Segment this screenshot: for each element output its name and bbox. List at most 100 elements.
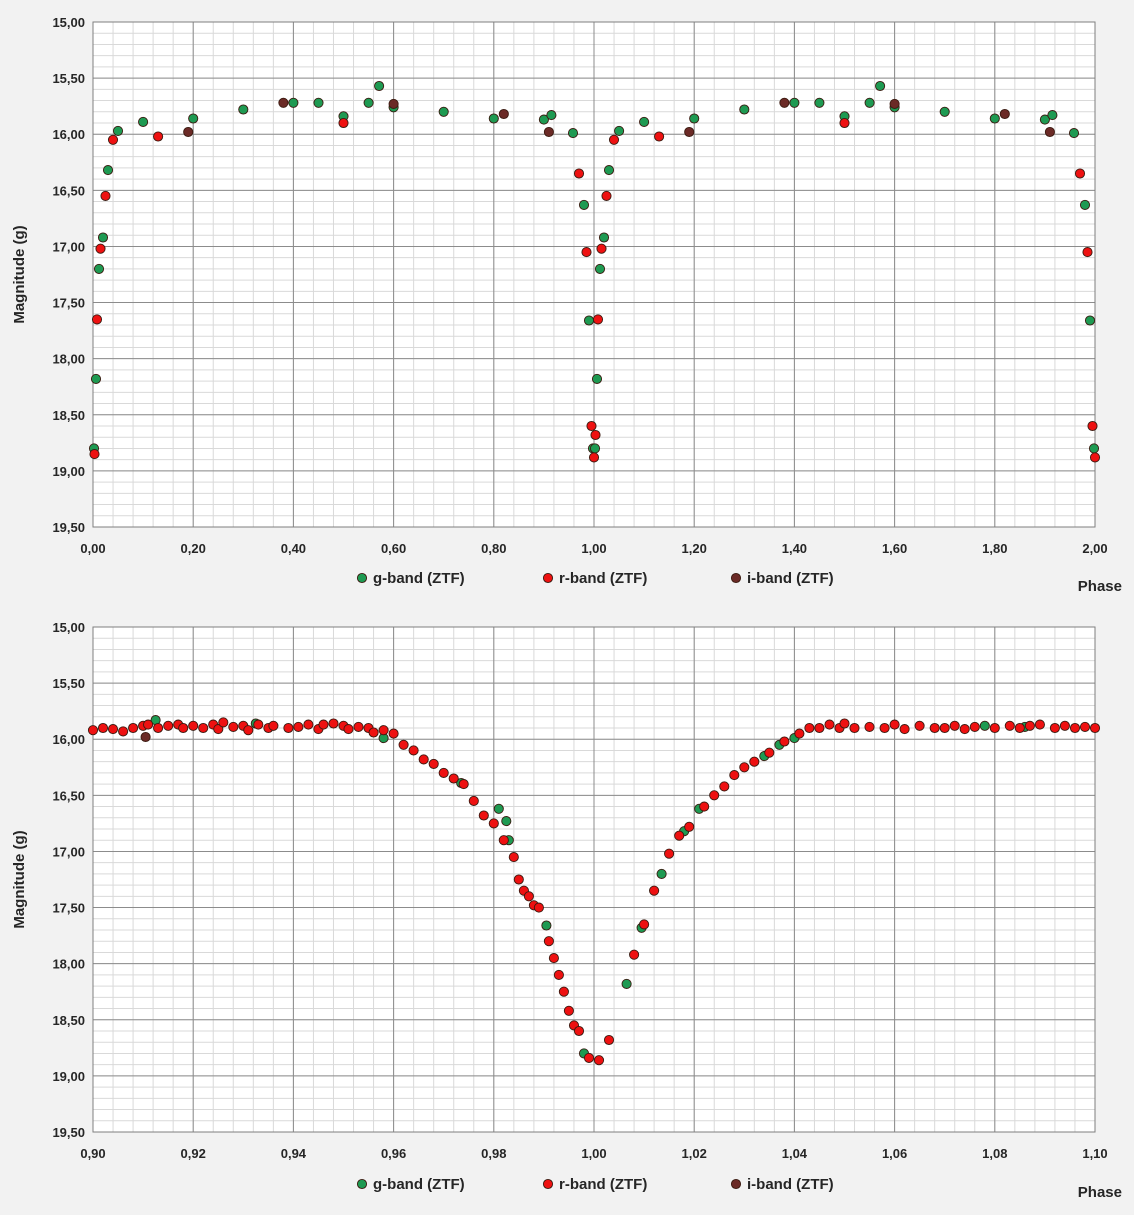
r-band-point: [654, 131, 665, 142]
g-band-point: [939, 106, 950, 117]
r-band-point: [899, 724, 910, 735]
r-band-point: [553, 969, 564, 980]
x-tick-label: 1,06: [882, 1146, 907, 1161]
x-tick-label: 0,96: [381, 1146, 406, 1161]
r-band-point: [318, 719, 329, 730]
data-points: [88, 80, 1101, 463]
legend: g-band (ZTF) r-band (ZTF) i-band (ZTF): [356, 1176, 834, 1193]
i-band-point: [543, 126, 554, 138]
r-band-point: [592, 314, 604, 325]
g-band-point: [639, 116, 650, 127]
r-band-point: [824, 719, 835, 730]
i-band-point: [183, 126, 194, 138]
r-band-point: [153, 722, 164, 734]
g-band-legend-label: g-band (ZTF): [373, 570, 465, 587]
g-band-point: [1039, 114, 1050, 125]
y-tick-label: 19,50: [52, 520, 85, 535]
r-band-point: [378, 725, 389, 736]
x-tick-label: 1,02: [682, 1146, 707, 1161]
r-band-point: [914, 720, 925, 731]
g-band-point: [93, 263, 105, 274]
x-tick-label: 1,80: [982, 541, 1007, 556]
r-band-point: [864, 721, 875, 732]
r-band-point: [1089, 452, 1101, 463]
g-band-point: [864, 97, 875, 108]
x-axis-title: Phase: [1078, 578, 1122, 595]
g-band-point: [313, 97, 324, 108]
zoom-phase-chart: 0,90 0,92 0,94 0,96 0,98 1,00 1,02 1,04 1,06 1,08…: [11, 620, 1122, 1201]
x-tick-label: 1,00: [581, 541, 606, 556]
r-band-point: [283, 722, 294, 734]
r-band-point: [596, 243, 607, 254]
r-band-point: [879, 722, 890, 734]
r-band-point: [243, 725, 254, 736]
plot-border: [92, 21, 1096, 528]
r-band-point: [448, 773, 459, 784]
r-band-point: [709, 790, 720, 801]
i-band-point: [498, 108, 509, 120]
r-band-point: [508, 852, 519, 863]
r-band-point: [91, 314, 103, 325]
y-tick-label: 17,00: [52, 239, 85, 254]
g-band-point: [594, 263, 606, 274]
g-band-point: [538, 114, 549, 125]
y-tick-label: 18,00: [52, 352, 85, 367]
r-band-point: [779, 736, 790, 747]
r-band-point: [573, 168, 585, 179]
x-tick-label: 0,40: [281, 541, 306, 556]
r-band-point: [573, 1025, 585, 1037]
x-tick-label: 1,20: [682, 541, 707, 556]
r-band-point: [939, 722, 950, 734]
r-band-point: [478, 810, 489, 821]
x-tick-label: 0,20: [181, 541, 206, 556]
x-tick-label: 1,40: [782, 541, 807, 556]
g-band-point: [583, 315, 595, 326]
r-band-point: [353, 721, 364, 732]
i-band-series: [183, 97, 1055, 138]
x-tick-label: 1,08: [982, 1146, 1007, 1161]
y-axis-title: Magnitude (g): [11, 225, 28, 323]
r-band-point: [959, 724, 970, 735]
y-tick-label: 16,00: [52, 127, 85, 142]
y-tick-label: 17,50: [52, 901, 85, 916]
r-band-point: [188, 720, 199, 731]
g-band-point: [188, 113, 199, 124]
i-band-legend-marker: [730, 572, 742, 584]
r-band-legend-marker: [542, 1178, 554, 1190]
r-band-point: [143, 719, 154, 730]
r-band-point: [699, 801, 710, 812]
r-band-point: [228, 721, 239, 732]
r-band-point: [739, 762, 750, 773]
y-tick-label: 17,00: [52, 844, 85, 859]
i-band-point: [684, 126, 695, 138]
r-band-point: [581, 247, 592, 258]
g-band-point: [989, 113, 1000, 124]
g-band-point: [614, 125, 625, 136]
r-band-point: [343, 724, 354, 735]
i-band-point: [388, 98, 399, 109]
r-band-point: [929, 722, 940, 734]
r-band-point: [543, 936, 554, 947]
g-band-point: [1088, 443, 1100, 454]
r-band-point: [1049, 722, 1060, 734]
x-tick-label: 0,80: [481, 541, 506, 556]
r-band-point: [684, 821, 695, 832]
r-band-point: [1024, 720, 1035, 731]
r-band-point: [89, 449, 100, 460]
g-band-point: [488, 113, 499, 124]
g-band-point: [1047, 110, 1058, 121]
g-band-legend-label: g-band (ZTF): [373, 1176, 465, 1193]
r-band-point: [533, 902, 544, 913]
g-band-legend-marker: [356, 572, 368, 584]
g-band-point: [97, 232, 109, 243]
r-band-point: [588, 452, 600, 463]
g-band-point: [493, 803, 504, 814]
x-tick-label: 0,00: [80, 541, 105, 556]
r-band-point: [1079, 721, 1091, 732]
g-band-point: [567, 128, 579, 139]
y-tick-label: 15,00: [52, 15, 85, 30]
r-band-point: [118, 726, 129, 737]
i-band-legend-label: i-band (ZTF): [747, 570, 834, 587]
